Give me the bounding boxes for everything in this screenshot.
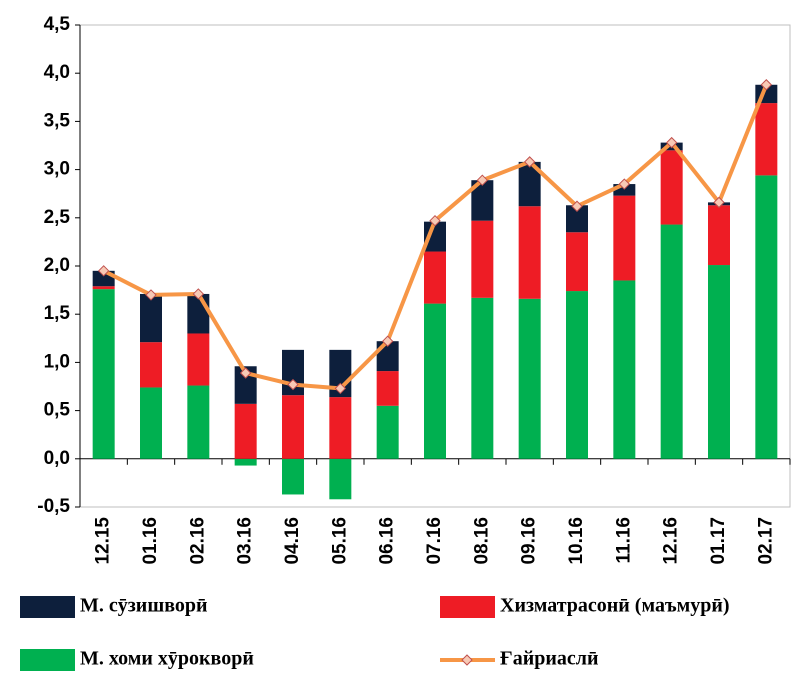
bar (187, 385, 210, 459)
legend-swatch (440, 596, 495, 618)
x-tick-label: 11.16 (613, 517, 634, 564)
line-marker (429, 214, 441, 227)
legend-label: М. хоми хӯрокворӣ (80, 648, 254, 670)
legend-label: Хизматрасонӣ (маъмурӣ) (500, 595, 730, 617)
bar (282, 458, 304, 495)
x-tick-label: 01.16 (140, 517, 161, 565)
bar (329, 458, 352, 500)
bar (708, 205, 730, 266)
bar (187, 293, 210, 334)
y-tick-label: 4,0 (44, 62, 70, 83)
bar (518, 161, 541, 207)
x-tick-label: 12.16 (661, 517, 682, 565)
bar (708, 265, 730, 459)
line-marker (145, 289, 157, 301)
x-tick-label: 09.16 (519, 517, 540, 565)
line-marker (476, 174, 489, 186)
bar (613, 195, 636, 281)
bar (140, 342, 162, 388)
x-tick-label: 03.16 (235, 517, 256, 565)
bar (566, 205, 588, 233)
bar (92, 286, 115, 290)
y-tick-label: 4,5 (44, 14, 71, 35)
bar (518, 298, 541, 459)
line-marker (713, 196, 725, 209)
line-marker (618, 178, 631, 190)
x-tick-label: 08.16 (471, 517, 492, 565)
x-tick-label: 04.16 (282, 517, 303, 565)
line-marker (381, 335, 394, 347)
x-tick-label: 12.15 (93, 517, 114, 565)
bar (613, 184, 636, 196)
line-marker (523, 156, 536, 168)
bar (613, 280, 636, 459)
bar (187, 333, 210, 386)
y-tick-label: 2,5 (44, 207, 71, 228)
bar (424, 221, 446, 252)
bar (376, 405, 399, 459)
y-tick-label: 3,0 (44, 159, 70, 180)
line-marker (665, 136, 678, 149)
bar (92, 289, 115, 459)
bar (471, 297, 494, 459)
line-marker (192, 288, 205, 300)
line-marker (571, 200, 583, 212)
bar (282, 395, 304, 459)
bar (140, 387, 162, 459)
legend-marker (461, 654, 473, 666)
bar (471, 180, 494, 221)
y-tick-label: 0,5 (44, 400, 71, 421)
legend-label: Ғайриаслӣ (500, 648, 599, 670)
legend-label: М. сӯзишворӣ (80, 595, 208, 617)
x-tick-label: 10.16 (566, 517, 587, 565)
bar (234, 403, 257, 459)
line-marker (239, 367, 252, 379)
legend-swatch (20, 649, 75, 671)
x-tick-label: 02.16 (187, 517, 208, 565)
line-marker (760, 79, 773, 91)
bar (140, 293, 162, 343)
legend-swatch (20, 596, 75, 618)
bar (755, 175, 778, 459)
bar (471, 220, 494, 298)
bar (424, 303, 446, 459)
x-tick-label: 02.17 (755, 517, 776, 565)
y-tick-label: 3,5 (44, 110, 71, 131)
x-tick-label: 01.17 (708, 517, 729, 565)
bar (376, 371, 399, 406)
line-marker (334, 382, 347, 395)
bar (660, 150, 683, 225)
y-tick-label: 2,0 (44, 255, 70, 276)
bar (660, 224, 683, 459)
bar (234, 458, 257, 466)
bar (755, 103, 778, 176)
bar (566, 291, 588, 459)
bar (566, 232, 588, 292)
x-tick-label: 05.16 (329, 517, 350, 565)
x-tick-label: 06.16 (377, 517, 398, 565)
bar (329, 397, 352, 459)
x-tick-label: 07.16 (424, 517, 445, 565)
line-marker (287, 378, 299, 391)
bar (424, 251, 446, 304)
y-tick-label: 1,5 (44, 303, 71, 324)
y-tick-label: -0,5 (37, 496, 70, 517)
line-marker (97, 265, 110, 277)
y-tick-label: 1,0 (44, 351, 70, 372)
y-tick-label: 0,0 (44, 448, 70, 469)
bar (518, 206, 541, 299)
